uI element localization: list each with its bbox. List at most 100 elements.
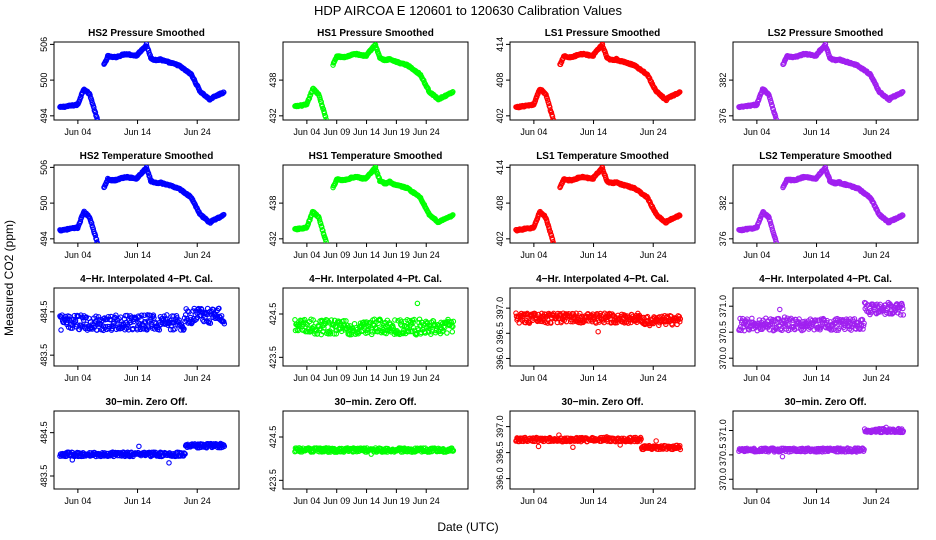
data-point <box>900 312 907 318</box>
data-points <box>513 310 684 335</box>
y-tick-label: 414 <box>495 160 505 175</box>
data-points <box>57 165 227 243</box>
data-point <box>773 117 780 120</box>
data-point <box>450 212 456 218</box>
data-point <box>653 438 659 444</box>
data-point <box>638 314 644 321</box>
panel-title: 4−Hr. Interpolated 4−Pt. Cal. <box>536 274 669 285</box>
x-tick-label: Jun 14 <box>803 496 830 506</box>
data-point <box>422 330 429 336</box>
panel-title: LS2 Pressure Smoothed <box>768 28 884 39</box>
data-points <box>292 42 456 120</box>
panel-title: 4−Hr. Interpolated 4−Pt. Cal. <box>80 274 213 285</box>
panel-title: HS1 Pressure Smoothed <box>317 28 434 39</box>
panel-title: 4−Hr. Interpolated 4−Pt. Cal. <box>759 274 892 285</box>
data-point <box>161 313 167 319</box>
y-tick-label: 484.5 <box>39 301 49 324</box>
data-point <box>861 320 867 327</box>
y-tick-label: 371.0 <box>718 295 728 318</box>
data-points <box>736 165 906 243</box>
panel-2-1: 4−Hr. Interpolated 4−Pt. Cal.423.5424.5J… <box>268 274 469 383</box>
data-point <box>323 238 329 243</box>
data-point <box>368 331 375 338</box>
data-point <box>773 240 780 243</box>
data-point <box>377 317 384 324</box>
plot-frame <box>509 410 696 490</box>
data-point <box>768 99 774 106</box>
x-tick-label: Jun 24 <box>640 127 667 137</box>
x-tick-label: Jun 24 <box>184 250 211 260</box>
data-point <box>187 314 194 321</box>
x-tick-label: Jun 04 <box>293 127 320 137</box>
data-points <box>57 42 227 120</box>
data-point <box>533 312 539 319</box>
x-tick-label: Jun 04 <box>64 127 91 137</box>
data-point <box>677 446 684 453</box>
plot-frame <box>53 410 240 490</box>
data-point <box>207 320 214 326</box>
y-tick-label: 382 <box>718 73 728 88</box>
panel-title: 30−min. Zero Off. <box>562 397 644 408</box>
data-point <box>860 326 866 332</box>
plot-frame <box>53 287 240 367</box>
x-tick-label: Jun 24 <box>863 127 890 137</box>
x-tick-label: Jun 24 <box>640 373 667 383</box>
panel-title: LS1 Pressure Smoothed <box>545 28 661 39</box>
data-point <box>450 447 457 454</box>
y-tick-label: 371.0 <box>718 419 728 442</box>
data-point <box>331 331 337 337</box>
data-point <box>71 312 78 319</box>
x-tick-label: Jun 14 <box>124 250 151 260</box>
data-point <box>677 316 684 322</box>
data-point <box>317 96 323 102</box>
data-point <box>176 317 182 323</box>
x-tick-label: Jun 14 <box>124 496 151 506</box>
data-point <box>844 317 851 324</box>
x-tick-label: Jun 04 <box>64 373 91 383</box>
data-point <box>218 313 225 319</box>
x-tick-label: Jun 04 <box>520 127 547 137</box>
x-tick-label: Jun 04 <box>743 496 770 506</box>
panel-2-2: 4−Hr. Interpolated 4−Pt. Cal.396.0396.53… <box>495 274 696 383</box>
data-point <box>573 310 579 317</box>
data-point <box>772 113 779 120</box>
data-points <box>736 424 907 460</box>
y-tick-label: 370.5 <box>718 444 728 467</box>
plot-frame <box>732 41 919 121</box>
x-tick-label: Jun 24 <box>863 250 890 260</box>
y-tick-label: 483.5 <box>39 344 49 367</box>
data-point <box>94 115 100 120</box>
x-tick-label: Jun 19 <box>383 250 410 260</box>
y-tick-label: 376 <box>718 231 728 246</box>
data-point <box>638 436 644 442</box>
data-point <box>785 322 791 328</box>
data-point <box>124 312 130 319</box>
x-tick-label: Jun 04 <box>64 250 91 260</box>
data-point <box>900 212 906 219</box>
data-point <box>677 212 683 219</box>
x-tick-label: Jun 04 <box>743 250 770 260</box>
y-tick-label: 424.5 <box>268 303 278 326</box>
x-tick-label: Jun 04 <box>520 373 547 383</box>
plot-frame <box>509 287 696 367</box>
panel-title: 30−min. Zero Off. <box>106 397 188 408</box>
data-point <box>138 312 145 318</box>
data-point <box>327 331 334 337</box>
y-tick-label: 396.0 <box>495 467 505 490</box>
y-tick-label: 396.5 <box>495 322 505 345</box>
y-tick-label: 370.0 <box>718 468 728 491</box>
x-tick-label: Jun 24 <box>640 250 667 260</box>
x-tick-label: Jun 14 <box>803 250 830 260</box>
data-point <box>741 327 748 334</box>
x-tick-label: Jun 19 <box>383 127 410 137</box>
x-tick-label: Jun 04 <box>520 496 547 506</box>
x-tick-label: Jun 04 <box>520 250 547 260</box>
y-tick-label: 402 <box>495 108 505 123</box>
x-tick-label: Jun 14 <box>803 373 830 383</box>
y-tick-label: 500 <box>39 73 49 88</box>
